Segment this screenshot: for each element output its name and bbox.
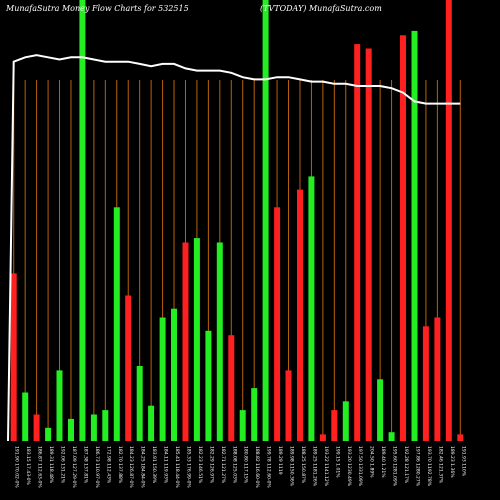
x-tick-label: 192.28 121.17%	[403, 446, 409, 484]
bar	[251, 388, 258, 441]
x-tick-label: 193.22 1141.12%	[323, 446, 329, 487]
flow-line	[7, 54, 461, 442]
bar	[45, 427, 52, 441]
x-tick-label: 189.40 1.21%	[380, 446, 386, 478]
x-tick-label: 186.87 112.63-0%	[37, 446, 43, 488]
bar	[434, 317, 441, 441]
x-tick-label: 189.31 118.48%	[48, 446, 54, 484]
bar	[216, 242, 223, 441]
x-tick-label: 182.70 137.88%	[117, 446, 123, 484]
x-tick-label: 193.70 1192.78%	[426, 446, 432, 487]
x-tick-label: 188.08 125.03%	[231, 446, 237, 484]
bar	[205, 330, 212, 442]
x-tick-label: 193.20 1230.49%	[346, 446, 352, 487]
x-tick-label: 189.98 1150.36%	[289, 446, 295, 487]
site-name: (TVTODAY) MunafaSutra.com	[260, 4, 382, 13]
bar	[400, 35, 406, 442]
x-tick-label: 183.91 150.39%	[151, 446, 157, 484]
x-tick-label: 204.50 1.89%	[369, 446, 375, 478]
x-tick-label: 185.41 118.44-0%	[174, 446, 180, 488]
bar	[125, 295, 132, 441]
bar	[10, 273, 17, 441]
bar	[90, 414, 97, 441]
bar	[274, 207, 281, 441]
x-tick-label: 184.11 119.93%	[163, 446, 169, 484]
x-tick-label: 182.23 146.51%	[197, 446, 203, 484]
x-tick-label: 172.98 112.43%	[105, 446, 111, 484]
x-tick-label: 197.50 1331.09%	[357, 446, 363, 487]
x-tick-label: 186.73 110.97-0%	[94, 446, 100, 488]
bar	[171, 308, 177, 441]
x-tick-label: 191.93 110%	[460, 446, 466, 477]
bar	[331, 410, 338, 441]
bar	[56, 370, 63, 441]
x-tick-label: 188.82 116.60-0%	[254, 446, 260, 488]
x-tick-label: 189.25 1181.26%	[311, 446, 317, 487]
x-tick-label: 185.33 176.99-0%	[186, 446, 192, 488]
bar	[33, 414, 40, 441]
x-tick-labels: 191.90 170.02-0% 183.15 17.43-0% 186.87 11…	[14, 446, 467, 488]
bar	[457, 434, 464, 441]
bar	[182, 242, 189, 441]
x-tick-label: 199.78 112.60-0%	[266, 446, 272, 488]
x-tick-label: 187.38 137.81%	[82, 446, 88, 484]
bar	[79, 0, 86, 441]
x-tick-label: 180.80 117.15%	[243, 446, 249, 484]
bar	[319, 434, 326, 441]
bar	[388, 432, 395, 441]
bar	[377, 379, 384, 441]
bar	[342, 401, 349, 441]
bar	[113, 207, 120, 441]
x-tick-label: 184.25 184.84-0%	[140, 446, 146, 488]
bar	[411, 30, 418, 442]
x-tick-label: 197.86 1280.27%	[415, 446, 421, 487]
x-tick-label: 199.15 1.01%	[334, 446, 340, 478]
x-tick-label: 182.46 121.37%	[437, 446, 443, 484]
bar	[193, 238, 200, 441]
x-tick-label: 182.29 126.97%	[208, 446, 214, 484]
bar	[445, 0, 452, 441]
x-tick-label: 189.23 1.36%	[449, 446, 455, 478]
bar	[365, 48, 372, 441]
bar	[285, 370, 292, 441]
bar-series	[10, 0, 464, 442]
x-tick-label: 192.06 131.21%	[60, 446, 66, 484]
bar	[102, 410, 109, 441]
bar	[228, 335, 235, 441]
x-tick-label: 187.09 127.29-0%	[71, 446, 77, 488]
x-tick-label: 184.23 126.87-0%	[128, 446, 134, 488]
bar	[422, 326, 429, 441]
x-tick-label: 182.71 121.27%	[220, 446, 226, 484]
bar	[239, 410, 246, 441]
x-tick-label: 195.60 1281.09%	[392, 446, 398, 487]
bar	[148, 405, 155, 441]
bar	[159, 317, 166, 441]
bar	[262, 0, 269, 441]
bar	[297, 189, 303, 441]
bar	[68, 418, 74, 441]
bar	[136, 366, 143, 441]
chart-title: MunafaSutra Money Flow Charts for 532515	[6, 4, 189, 13]
x-tick-label: 183.15 17.43-0%	[25, 446, 31, 486]
x-tick-label: 188.25 150.87%	[300, 446, 306, 484]
x-tick-label: 191.90 170.02-0%	[14, 446, 20, 488]
bar	[308, 176, 315, 441]
bar	[22, 392, 29, 441]
x-tick-label: 189.29 1119	[277, 446, 283, 475]
bar	[354, 44, 361, 441]
flow-line-series	[7, 54, 461, 442]
